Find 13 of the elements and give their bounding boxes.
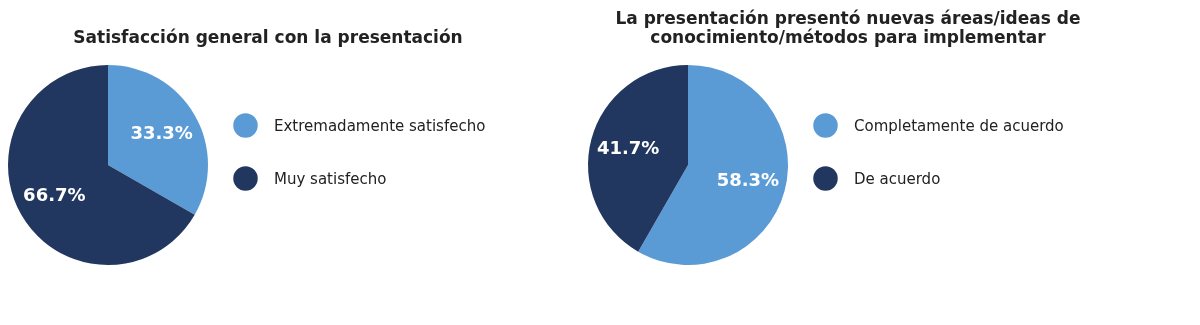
chart-title: Satisfacción general con la presentación (73, 27, 463, 47)
data-label: 41.7% (596, 137, 660, 159)
pie-slice (588, 65, 688, 252)
data-label: 66.7% (23, 184, 86, 206)
legend-label: Muy satisfecho (274, 169, 387, 188)
legend-label: Completamente de acuerdo (854, 116, 1064, 135)
legend-label: De acuerdo (854, 169, 941, 188)
data-label: 33.3% (130, 121, 193, 143)
pie-slice (8, 65, 195, 265)
data-label: 58.3% (716, 168, 780, 190)
chart-title: La presentación presentó nuevas áreas/ideas de conocimiento/métodos para implementar (615, 8, 1081, 47)
legend-label: Extremadamente satisfecho (274, 116, 486, 135)
pie-slice (108, 65, 208, 215)
